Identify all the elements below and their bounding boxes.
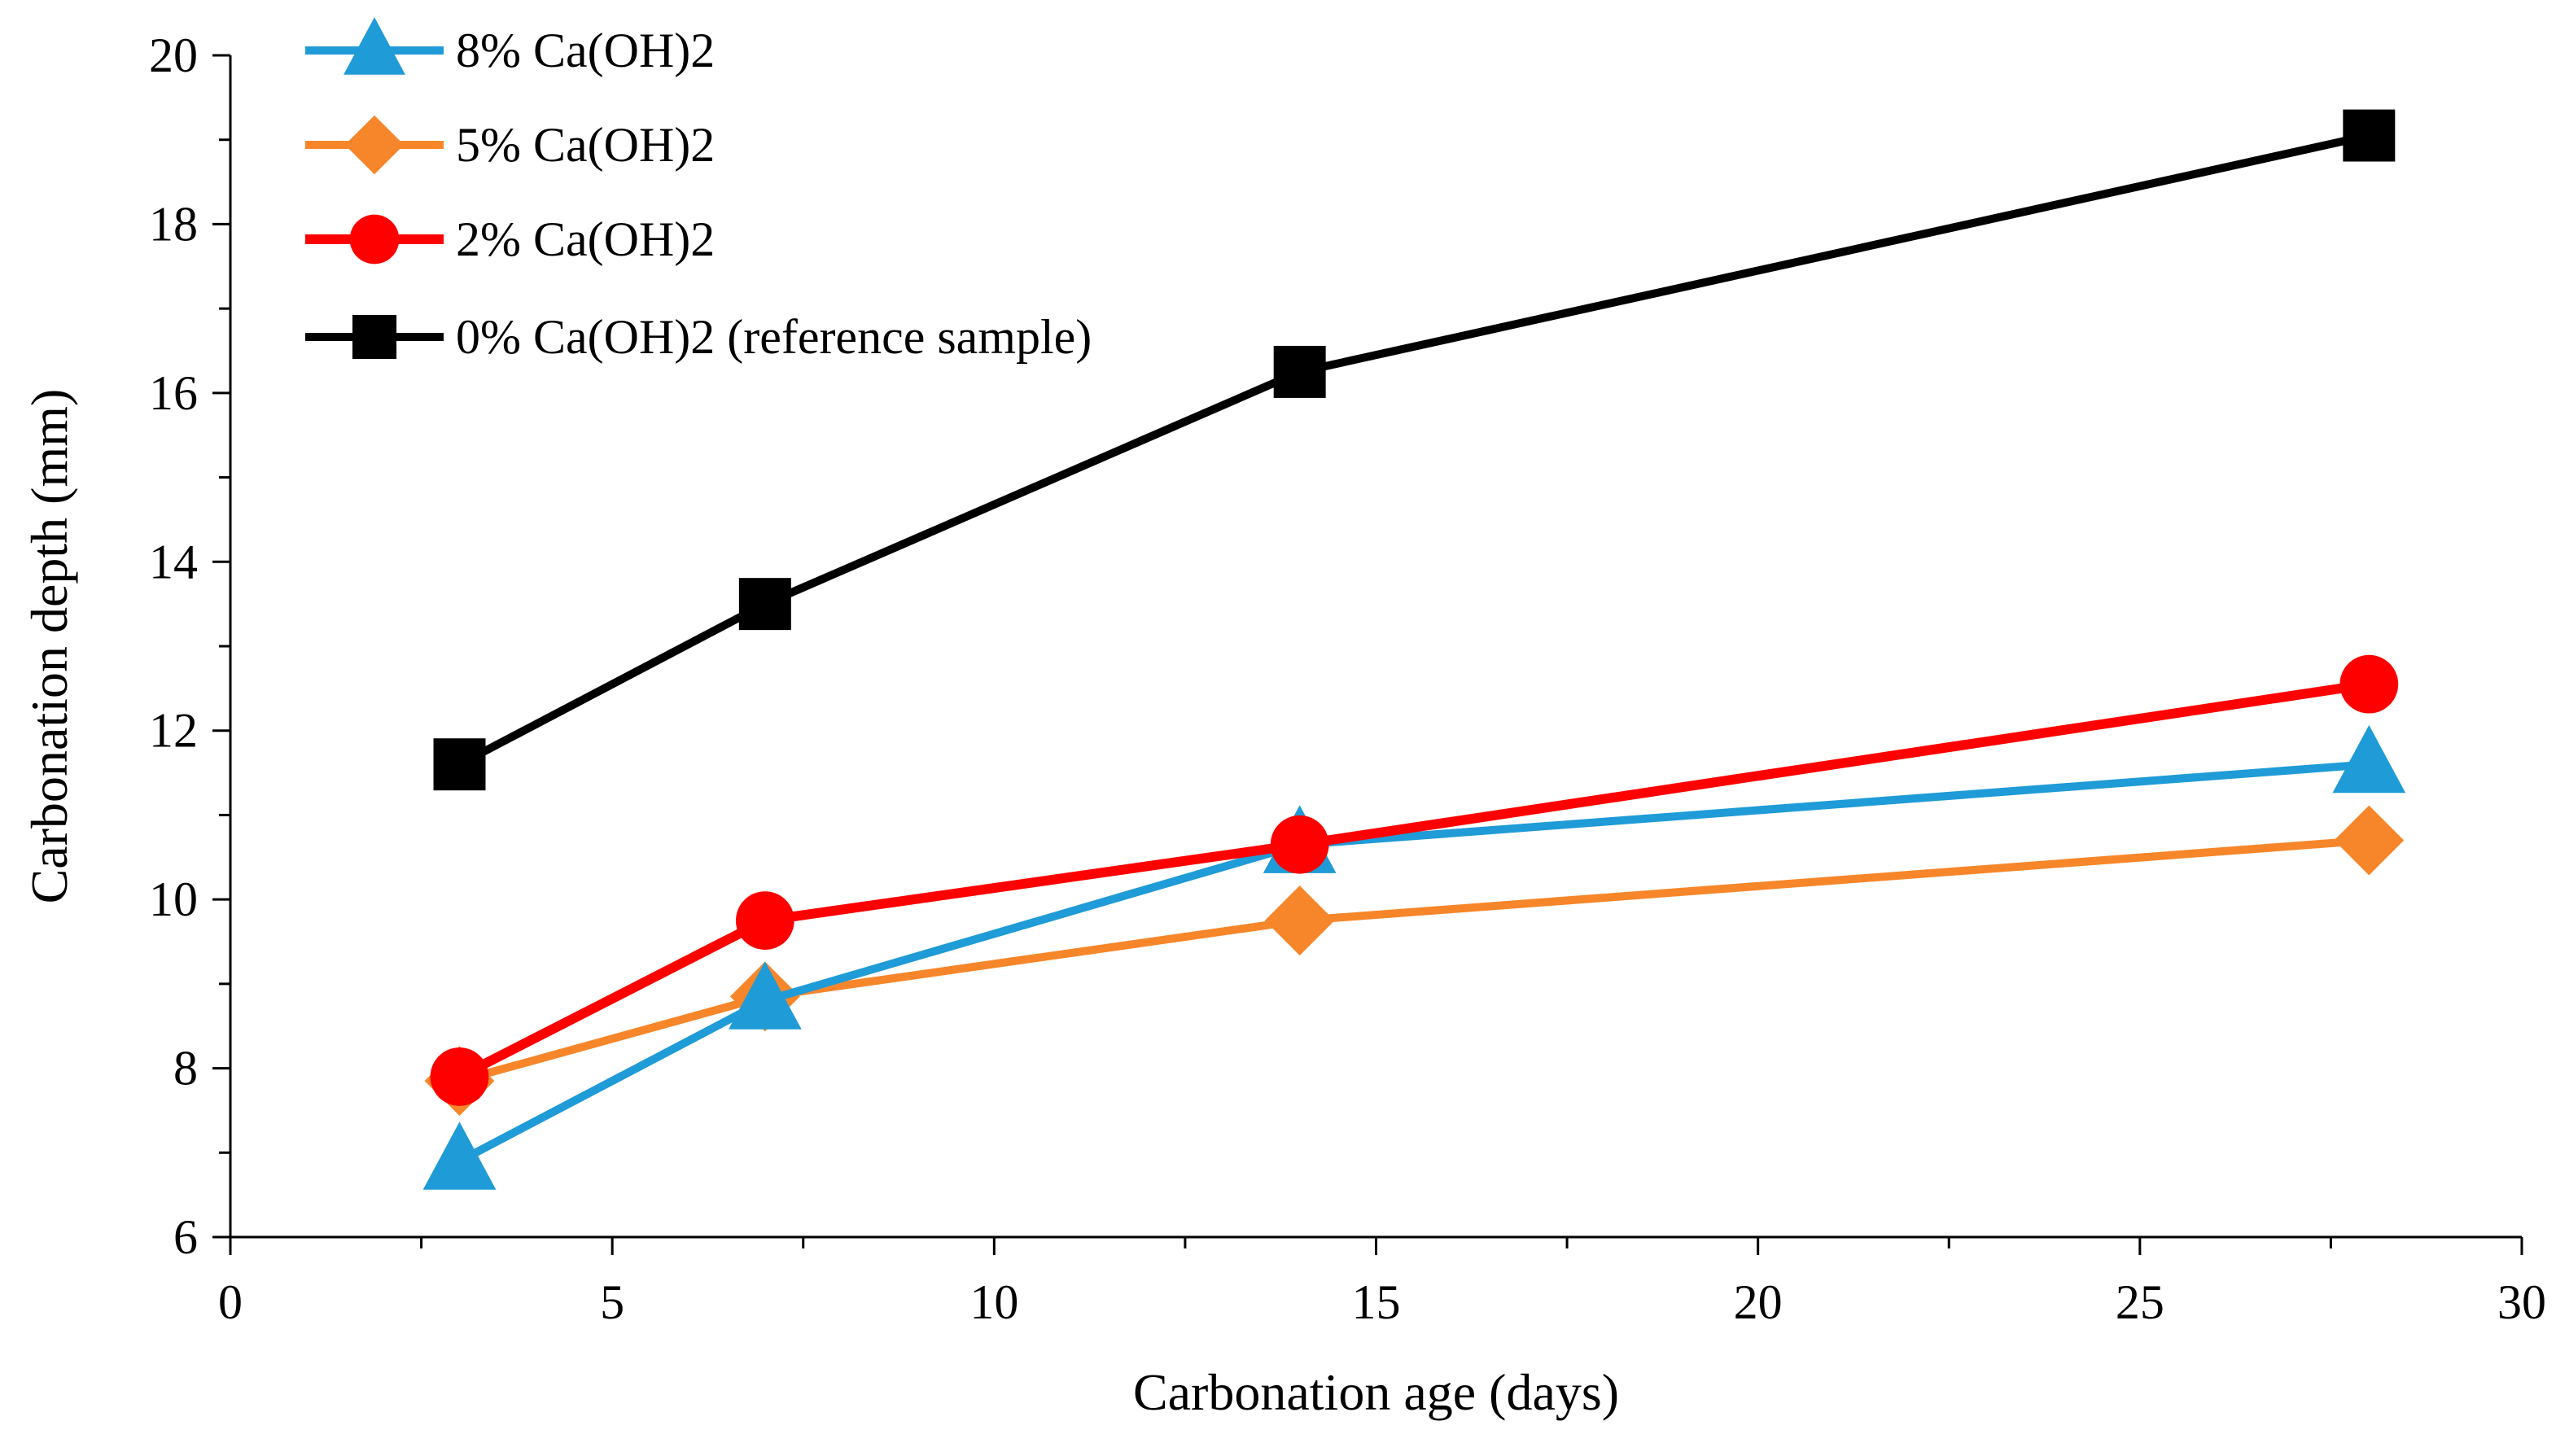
data-point xyxy=(735,891,794,950)
legend-label: 8% Ca(OH)2 xyxy=(456,24,715,77)
series-1 xyxy=(424,805,2405,1117)
data-point xyxy=(738,578,791,631)
x-tick-label: 25 xyxy=(2116,1275,2164,1329)
legend-label: 0% Ca(OH)2 (reference sample) xyxy=(456,310,1092,364)
legend-marker xyxy=(349,214,400,265)
legend-marker xyxy=(352,314,397,360)
y-tick-label: 20 xyxy=(149,28,198,82)
series-0 xyxy=(422,724,2406,1190)
x-tick-label: 30 xyxy=(2497,1275,2546,1329)
data-point xyxy=(1264,885,1335,955)
legend-item: 5% Ca(OH)2 xyxy=(305,115,715,175)
series-line xyxy=(457,760,2370,1165)
x-tick-label: 0 xyxy=(218,1275,243,1329)
series-2 xyxy=(430,654,2399,1106)
y-tick-label: 18 xyxy=(149,197,198,251)
data-point xyxy=(430,1047,489,1106)
data-point xyxy=(1273,345,1326,398)
y-tick-label: 10 xyxy=(149,872,198,926)
axes-layer: 6 8 10 12 14 16 18 20 0 5 10 15 20 25 30 xyxy=(149,28,2546,1329)
legend-item: 0% Ca(OH)2 (reference sample) xyxy=(305,310,1092,364)
data-point xyxy=(2343,109,2396,162)
x-tick-label: 10 xyxy=(969,1275,1018,1329)
legend-item: 8% Ca(OH)2 xyxy=(305,17,715,77)
y-axis-title: Carbonation depth (mm) xyxy=(20,389,78,904)
x-tick-label: 15 xyxy=(1352,1275,1401,1329)
data-point xyxy=(2332,724,2406,794)
data-point xyxy=(422,1122,497,1190)
series-line xyxy=(458,836,2370,1085)
data-point xyxy=(433,738,486,791)
y-tick-label: 12 xyxy=(149,704,198,758)
legend: 8% Ca(OH)2 5% Ca(OH)2 2% Ca(OH)2 0% Ca(OH)2… xyxy=(305,17,1092,364)
series-line xyxy=(457,131,2370,768)
legend-label: 5% Ca(OH)2 xyxy=(456,118,715,172)
y-tick-label: 6 xyxy=(173,1210,198,1264)
x-tick-label: 5 xyxy=(600,1275,624,1329)
data-point xyxy=(2339,654,2399,714)
legend-marker xyxy=(344,115,405,175)
x-tick-label: 20 xyxy=(1734,1275,1783,1329)
legend-marker xyxy=(344,17,405,75)
series-3 xyxy=(433,109,2396,791)
data-point xyxy=(728,961,802,1030)
data-point xyxy=(1270,815,1329,874)
data-point xyxy=(2334,805,2405,876)
series-line xyxy=(457,679,2370,1082)
legend-label: 2% Ca(OH)2 xyxy=(456,212,715,266)
x-axis-title: Carbonation age (days) xyxy=(1133,1363,1619,1421)
y-tick-label: 8 xyxy=(173,1042,198,1095)
y-tick-label: 14 xyxy=(149,535,198,588)
series-layer xyxy=(422,109,2406,1190)
y-tick-label: 16 xyxy=(149,366,198,420)
legend-item: 2% Ca(OH)2 xyxy=(305,212,715,266)
